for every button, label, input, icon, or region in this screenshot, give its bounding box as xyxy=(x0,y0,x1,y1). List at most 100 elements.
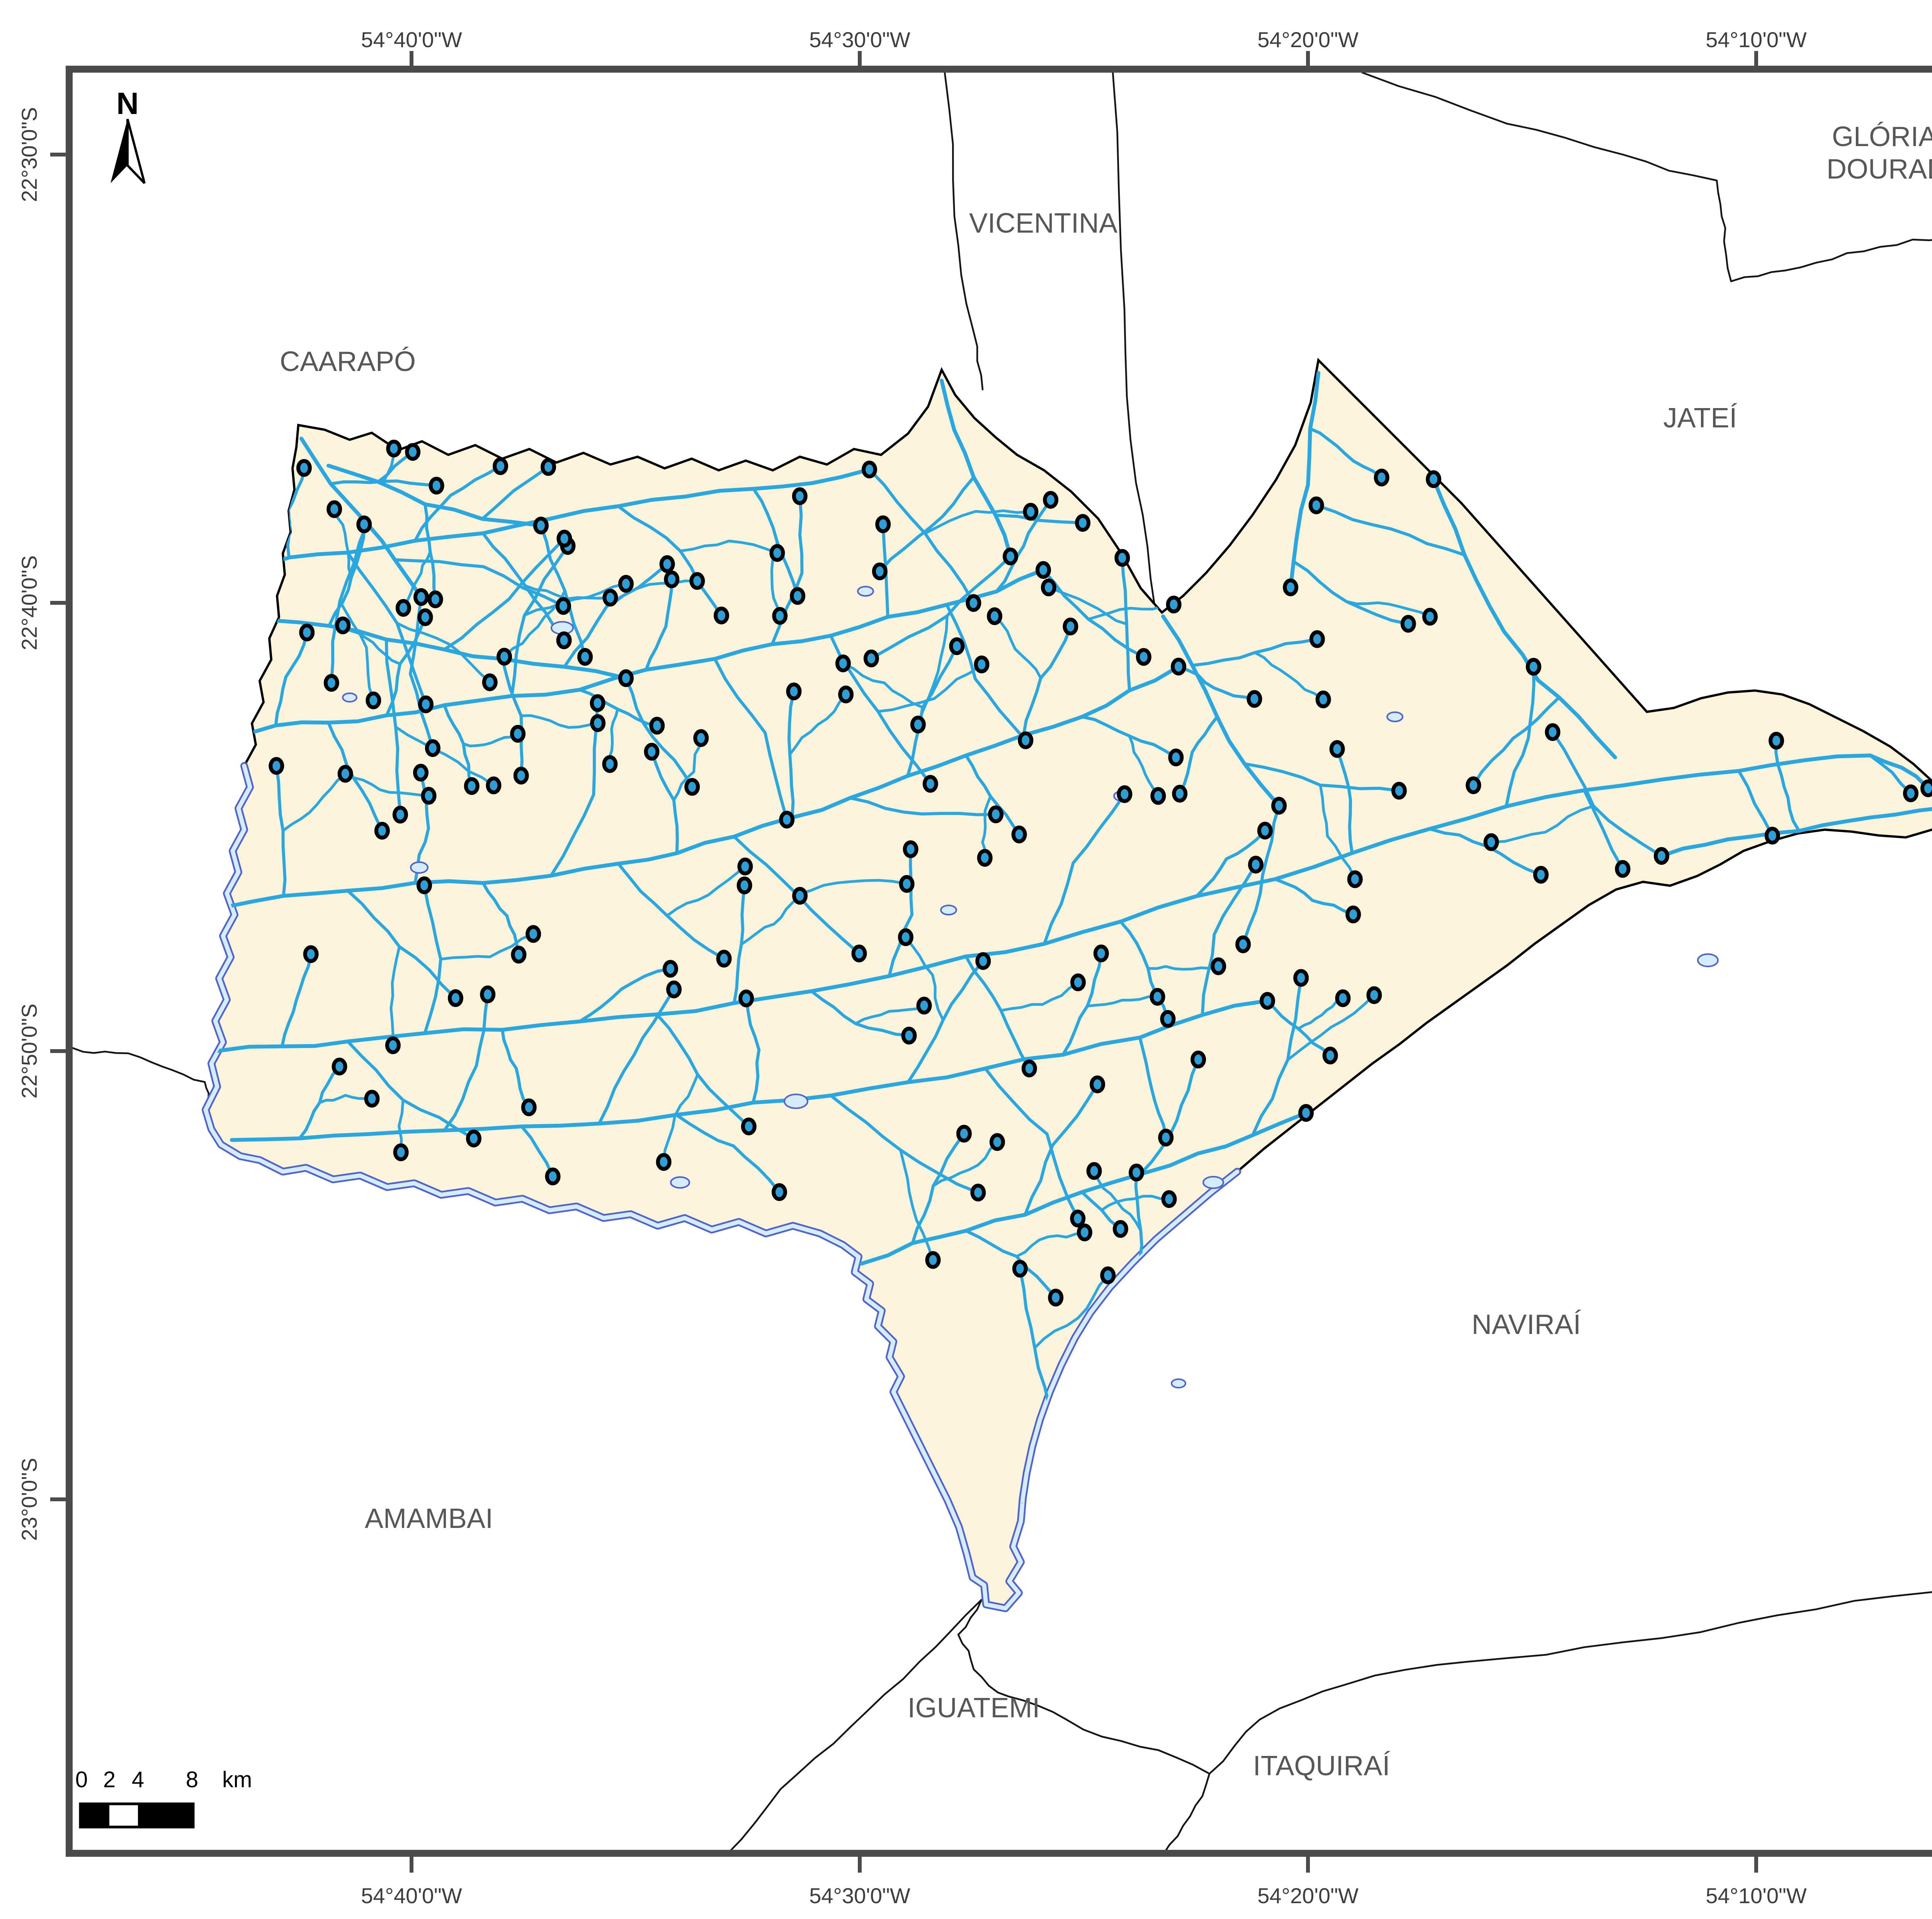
river xyxy=(665,865,747,917)
nascente-dot xyxy=(493,457,509,475)
nascente-dot xyxy=(966,594,981,612)
water-body xyxy=(670,1176,690,1189)
map-frame xyxy=(66,66,1932,1857)
scalebar-8: 8 xyxy=(186,1767,198,1792)
nascente-dot xyxy=(486,776,502,794)
nascente-dot xyxy=(956,1125,972,1143)
river xyxy=(1047,586,1128,626)
scalebar-seg2 xyxy=(138,1804,193,1827)
river xyxy=(1297,997,1344,1030)
nascente-dot xyxy=(875,515,891,533)
nascente-dot xyxy=(716,949,732,968)
river xyxy=(338,600,375,702)
nascente-dot xyxy=(1063,618,1078,636)
nascente-dot xyxy=(497,648,512,666)
scalebar-unit: km xyxy=(222,1767,252,1792)
river xyxy=(1253,651,1325,701)
lat-left-1: 22°30'0"S xyxy=(17,107,41,202)
nascente-dot xyxy=(1166,595,1182,614)
nascente-dot xyxy=(332,1058,347,1075)
nascente-dot xyxy=(901,1026,917,1045)
nascente-dot xyxy=(1315,691,1331,708)
nascente-dot xyxy=(714,606,729,624)
nascente-dot xyxy=(899,875,915,893)
nascente-dot xyxy=(427,590,443,608)
nascente-dot xyxy=(392,806,408,824)
nascente-dot xyxy=(590,714,606,732)
river xyxy=(597,988,676,1125)
nascente-dot xyxy=(1764,827,1780,845)
river xyxy=(230,468,871,574)
label-navirai: NAVIRAÍ xyxy=(1472,1309,1581,1340)
neighbor-boundary-line xyxy=(71,1047,212,1106)
nascente-dot xyxy=(792,487,808,505)
nascente-dot xyxy=(903,840,918,858)
river xyxy=(520,1125,554,1178)
river xyxy=(462,732,519,747)
nascente-dot xyxy=(1048,1288,1064,1307)
river xyxy=(402,550,432,609)
river xyxy=(876,663,983,713)
nascente-dot xyxy=(1345,905,1361,924)
nascente-dot xyxy=(916,997,932,1015)
nascente-dot xyxy=(987,607,1002,625)
north-arrow: N xyxy=(111,86,146,184)
nascente-dot xyxy=(1093,944,1109,963)
nascente-dot xyxy=(466,1130,481,1148)
nascente-dot xyxy=(395,599,411,617)
nascente-dot xyxy=(1160,1010,1176,1028)
river xyxy=(413,464,502,543)
river xyxy=(409,595,434,750)
nascente-dot xyxy=(835,654,851,672)
tick-top-1 xyxy=(410,51,413,66)
nascente-dot xyxy=(521,1098,537,1116)
nascente-dot xyxy=(863,649,879,667)
nascente-dot xyxy=(925,1251,941,1269)
nascente-dot xyxy=(1347,870,1363,888)
nascente-dot xyxy=(790,587,806,605)
water-body xyxy=(784,1094,808,1109)
river xyxy=(672,737,702,801)
nascente-dot xyxy=(1400,615,1416,633)
river xyxy=(679,539,779,555)
nascente-dot xyxy=(1070,973,1086,992)
nascente-dot xyxy=(1271,797,1287,815)
nascente-dot xyxy=(555,597,571,615)
river xyxy=(796,879,908,896)
nascente-dot xyxy=(513,767,529,785)
nascente-dot xyxy=(413,588,429,606)
nascente-dot xyxy=(1190,1050,1206,1068)
nascente-dot xyxy=(385,1036,401,1054)
nascente-dot xyxy=(663,960,678,978)
tick-bottom-1 xyxy=(410,1853,413,1873)
nascente-dot xyxy=(393,1143,409,1161)
nascente-dot xyxy=(323,674,339,692)
nascente-dot xyxy=(1023,503,1039,521)
river xyxy=(1315,504,1466,556)
nascente-dot xyxy=(425,739,440,757)
nascente-dot xyxy=(644,743,660,761)
nascente-dot xyxy=(1150,988,1165,1006)
nascente-dot xyxy=(772,1183,787,1201)
nascente-dot xyxy=(1654,847,1669,865)
nascente-dot xyxy=(1077,1223,1092,1242)
river xyxy=(1195,829,1267,898)
water-body xyxy=(1386,711,1403,722)
nascente-dot xyxy=(736,876,752,895)
nascente-dot xyxy=(1075,514,1091,532)
nascente-dot xyxy=(590,694,605,712)
nascente-dot xyxy=(737,857,753,876)
nascente-dot xyxy=(1150,787,1166,805)
river xyxy=(945,603,1027,742)
nascente-dot xyxy=(417,876,432,894)
river xyxy=(481,881,520,956)
nascente-dot xyxy=(413,764,429,782)
river xyxy=(1308,427,1383,479)
river xyxy=(1319,784,1357,881)
nascente-dot xyxy=(1769,732,1784,750)
nascente-dot xyxy=(1168,749,1184,767)
nascente-dot xyxy=(1136,648,1151,666)
nascente-dot xyxy=(792,887,808,905)
nascente-dot xyxy=(1615,860,1631,878)
tick-left-1 xyxy=(50,153,66,157)
